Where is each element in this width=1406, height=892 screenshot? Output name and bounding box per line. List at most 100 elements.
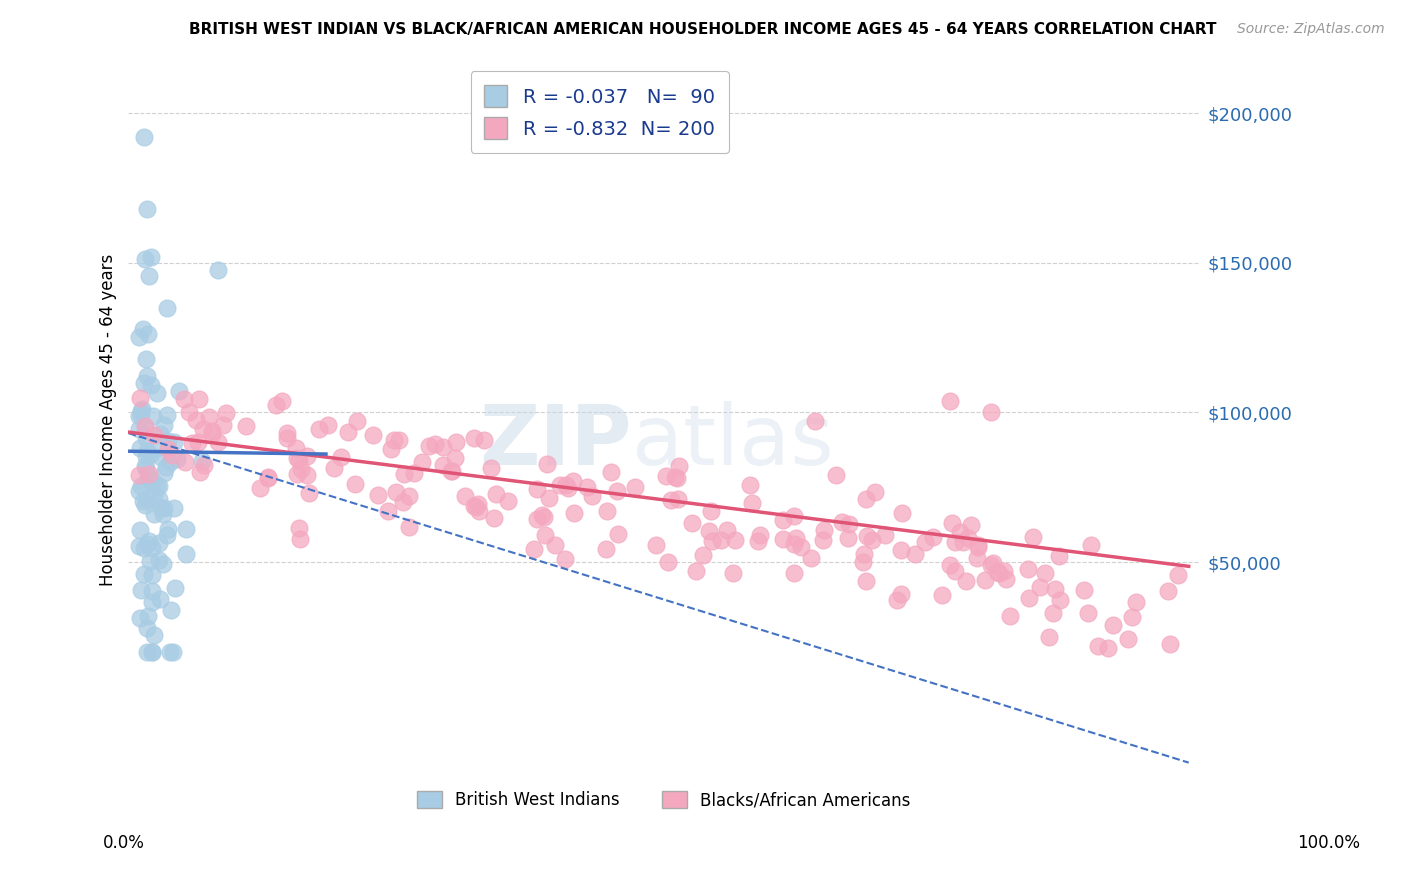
Point <box>134 499 156 513</box>
Point <box>290 461 312 475</box>
Point <box>135 369 157 384</box>
Point <box>1121 609 1143 624</box>
Point <box>562 506 585 520</box>
Point <box>738 478 761 492</box>
Point <box>467 497 489 511</box>
Point <box>1049 592 1071 607</box>
Point <box>288 520 311 534</box>
Point <box>423 437 446 451</box>
Point <box>156 434 179 448</box>
Point <box>190 465 212 479</box>
Point <box>207 263 229 277</box>
Point <box>890 543 912 558</box>
Point <box>1118 632 1140 646</box>
Point <box>654 468 676 483</box>
Point <box>595 504 617 518</box>
Point <box>1156 583 1178 598</box>
Point <box>685 564 707 578</box>
Point <box>700 534 723 549</box>
Point <box>411 455 433 469</box>
Point <box>135 537 157 551</box>
Point <box>418 439 440 453</box>
Point <box>138 534 160 549</box>
Point <box>479 461 502 475</box>
Point <box>270 394 292 409</box>
Point <box>163 435 186 450</box>
Point <box>128 484 150 499</box>
Point <box>974 573 997 587</box>
Point <box>783 566 806 581</box>
Point <box>136 645 159 659</box>
Point <box>554 478 576 492</box>
Point <box>980 405 1002 419</box>
Point <box>938 393 960 408</box>
Point <box>128 611 150 625</box>
Point <box>193 422 215 436</box>
Point <box>681 516 703 530</box>
Point <box>987 566 1010 580</box>
Point <box>143 508 166 522</box>
Point <box>337 425 360 439</box>
Point <box>346 414 368 428</box>
Point <box>200 427 222 442</box>
Point <box>361 427 384 442</box>
Point <box>142 474 165 488</box>
Point <box>235 418 257 433</box>
Point <box>398 489 420 503</box>
Point <box>149 427 172 442</box>
Point <box>288 453 311 467</box>
Point <box>721 566 744 580</box>
Point <box>191 454 214 468</box>
Point <box>132 541 155 555</box>
Point <box>1073 583 1095 598</box>
Point <box>290 532 312 546</box>
Point <box>385 484 408 499</box>
Point <box>1097 640 1119 655</box>
Point <box>156 522 179 536</box>
Point <box>941 516 963 530</box>
Point <box>138 472 160 486</box>
Point <box>772 532 794 546</box>
Point <box>152 558 174 572</box>
Text: atlas: atlas <box>631 401 834 482</box>
Point <box>855 492 877 507</box>
Point <box>1125 594 1147 608</box>
Point <box>142 627 165 641</box>
Point <box>664 470 686 484</box>
Point <box>264 398 287 412</box>
Point <box>1102 618 1125 632</box>
Point <box>914 534 936 549</box>
Point <box>526 482 548 496</box>
Point <box>723 533 745 547</box>
Point <box>404 466 426 480</box>
Point <box>955 574 977 588</box>
Point <box>993 564 1015 578</box>
Point <box>772 513 794 527</box>
Point <box>1167 568 1189 582</box>
Point <box>837 531 859 545</box>
Point <box>444 450 467 465</box>
Point <box>155 459 177 474</box>
Point <box>156 408 179 422</box>
Point <box>697 524 720 538</box>
Point <box>710 533 733 547</box>
Point <box>1033 566 1056 580</box>
Point <box>544 538 567 552</box>
Point <box>298 485 321 500</box>
Point <box>143 428 166 442</box>
Point <box>533 528 555 542</box>
Point <box>391 495 413 509</box>
Point <box>152 466 174 480</box>
Point <box>890 587 912 601</box>
Point <box>1087 639 1109 653</box>
Point <box>148 553 170 567</box>
Point <box>967 537 990 551</box>
Point <box>813 523 835 537</box>
Point <box>890 507 912 521</box>
Point <box>852 555 875 569</box>
Point <box>193 458 215 472</box>
Point <box>136 470 159 484</box>
Point <box>367 488 389 502</box>
Point <box>811 533 834 547</box>
Point <box>128 391 150 405</box>
